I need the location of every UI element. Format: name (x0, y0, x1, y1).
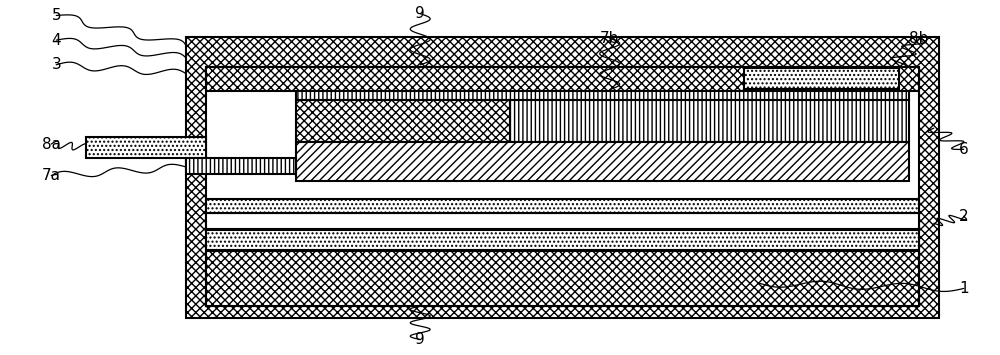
Bar (86, 137, 206, 158)
Text: 4: 4 (51, 33, 61, 48)
Text: 8b: 8b (909, 31, 929, 46)
Bar (510, 100, 909, 142)
Bar (206, 251, 919, 306)
Bar (206, 199, 919, 213)
Text: 6: 6 (959, 142, 969, 157)
Text: 9: 9 (415, 6, 425, 21)
Bar (296, 91, 909, 100)
Bar (296, 142, 909, 181)
Bar (206, 213, 919, 229)
Text: 1: 1 (959, 281, 969, 296)
Bar (296, 100, 510, 142)
Bar (206, 66, 919, 306)
Bar (744, 68, 899, 89)
Text: 5: 5 (51, 8, 61, 23)
Text: 2: 2 (959, 209, 969, 224)
Bar (186, 37, 939, 318)
Text: 9: 9 (415, 332, 425, 347)
Text: 3: 3 (51, 57, 61, 72)
Text: 7a: 7a (42, 168, 61, 183)
Bar (206, 66, 919, 91)
Bar (206, 230, 919, 250)
Text: 7b: 7b (600, 31, 619, 46)
Text: 8a: 8a (42, 137, 61, 152)
Bar (186, 158, 296, 174)
